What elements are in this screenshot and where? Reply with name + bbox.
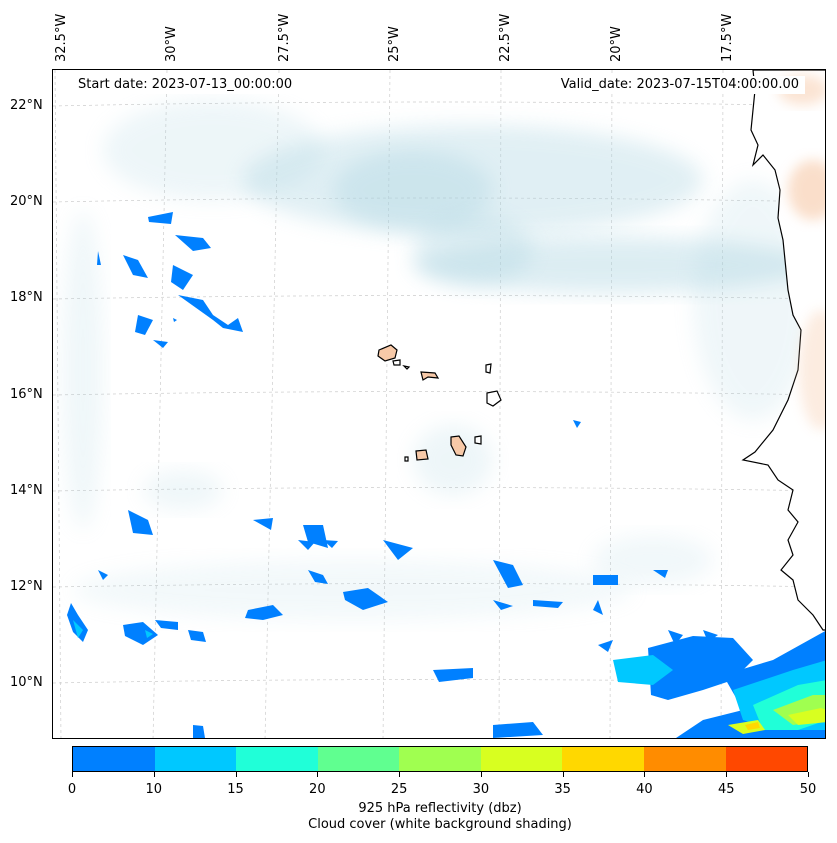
map-canvas	[53, 70, 825, 738]
cloud-cover-shading	[63, 100, 813, 620]
map-panel	[52, 69, 826, 739]
colorbar-tick-label: 35	[554, 782, 571, 797]
colorbar-segment-2	[236, 747, 318, 771]
colorbar-tick-label: 0	[67, 782, 77, 797]
colorbar-segment-6	[562, 747, 644, 771]
lat-label-22n: 22°N	[10, 98, 43, 113]
colorbar-tick-label: 20	[309, 782, 326, 797]
colorbar-tick-label: 40	[636, 782, 653, 797]
colorbar-tickmark	[644, 772, 646, 777]
colorbar-segment-0	[73, 747, 155, 771]
colorbar-tickmark	[235, 772, 237, 777]
lat-label-10n: 10°N	[10, 675, 43, 690]
lon-label-32-5w: 32.5°W	[54, 13, 69, 62]
colorbar-segment-4	[399, 747, 481, 771]
colorbar-tickmark	[726, 772, 728, 777]
colorbar-tick-label: 25	[390, 782, 408, 797]
colorbar-tick-label: 45	[717, 782, 735, 797]
colorbar-tickmark	[72, 772, 73, 777]
colorbar-title-line2: Cloud cover (white background shading)	[308, 817, 572, 832]
colorbar-title: 925 hPa reflectivity (dbz) Cloud cover (…	[0, 801, 837, 833]
colorbar-segment-8	[725, 747, 808, 771]
colorbar-tick-label: 50	[799, 782, 817, 797]
colorbar-tick-label: 15	[227, 782, 244, 797]
lon-label-27-5w: 27.5°W	[277, 13, 292, 62]
lat-label-16n: 16°N	[10, 387, 43, 402]
lon-label-22-5w: 22.5°W	[498, 13, 513, 62]
colorbar-segment-3	[317, 747, 400, 771]
colorbar-tickmark	[399, 772, 401, 777]
lon-label-17-5w: 17.5°W	[720, 13, 735, 62]
lat-label-14n: 14°N	[10, 483, 43, 498]
colorbar-tickmark	[317, 772, 319, 777]
valid-date-label: Valid_date: 2023-07-15T04:00:00.00	[554, 76, 805, 94]
colorbar-title-line1: 925 hPa reflectivity (dbz)	[358, 801, 522, 816]
colorbar	[72, 746, 808, 772]
lon-label-20w: 20°W	[609, 26, 624, 62]
colorbar-segment-5	[480, 747, 563, 771]
reflectivity-strong	[728, 680, 825, 734]
lat-label-18n: 18°N	[10, 290, 43, 305]
colorbar-tickmark	[808, 772, 809, 777]
colorbar-tickmark	[562, 772, 564, 777]
lon-label-30w: 30°W	[164, 26, 179, 62]
colorbar-tickmark	[153, 772, 155, 777]
colorbar-tickmark	[480, 772, 482, 777]
colorbar-segment-1	[154, 747, 237, 771]
lat-label-12n: 12°N	[10, 579, 43, 594]
lat-label-20n: 20°N	[10, 194, 43, 209]
start-date-label: Start date: 2023-07-13_00:00:00	[72, 76, 299, 94]
cape-verde-islands	[377, 344, 502, 462]
colorbar-tick-label: 10	[145, 782, 163, 797]
lon-label-25w: 25°W	[387, 26, 402, 62]
colorbar-segment-7	[643, 747, 726, 771]
colorbar-tick-label: 30	[472, 782, 490, 797]
